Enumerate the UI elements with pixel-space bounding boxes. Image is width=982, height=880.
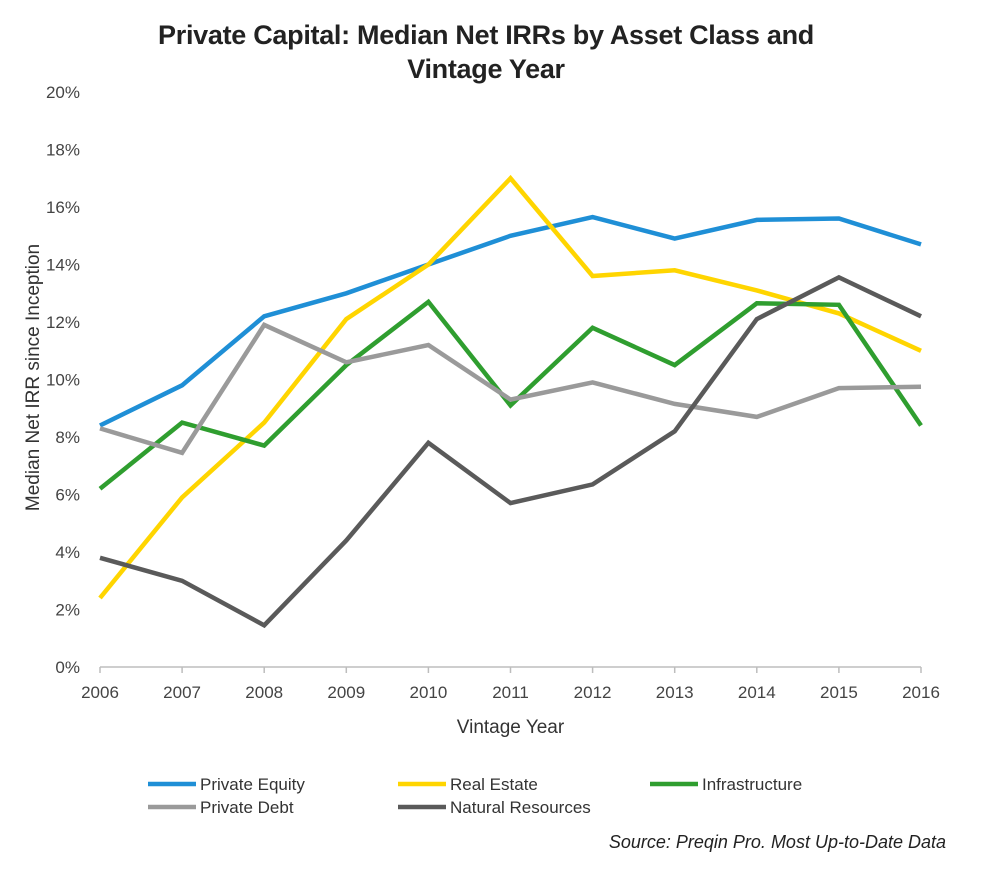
y-axis-ticks: 0% 2% 4% 6% 8% 10% 12% 14% 16% 18% 20% [46,83,80,677]
y-tick-label: 10% [46,371,80,390]
y-tick-label: 18% [46,141,80,160]
x-tick-label: 2010 [409,683,447,702]
legend-item: Private Equity [148,775,305,794]
y-tick-label: 12% [46,313,80,332]
x-tick-label: 2016 [902,683,940,702]
x-axis-label: Vintage Year [457,717,565,738]
x-tick-label: 2011 [492,683,529,702]
x-tick-label: 2015 [820,683,858,702]
chart-title: Private Capital: Median Net IRRs by Asse… [0,18,972,86]
x-axis-ticks: 2006 2007 2008 2009 2010 2011 2012 2013 2014 2015… [81,667,940,702]
series-line-private-debt [99,322,922,456]
x-tick-label: 2009 [327,683,365,702]
legend-item: Infrastructure [650,775,802,794]
legend-label: Real Estate [450,775,538,794]
x-tick-label: 2012 [574,683,612,702]
y-tick-label: 14% [46,256,80,275]
x-tick-label: 2007 [163,683,201,702]
series-line-private-equity [99,214,922,428]
y-tick-label: 20% [46,83,80,102]
y-tick-label: 0% [55,658,80,677]
legend-label: Private Debt [200,798,294,817]
legend-item: Natural Resources [398,798,591,817]
legend-item: Private Debt [148,798,294,817]
legend-item: Real Estate [398,775,538,794]
y-tick-label: 2% [55,601,80,620]
y-tick-label: 4% [55,543,80,562]
source-note: Source: Preqin Pro. Most Up-to-Date Data [608,832,946,852]
x-tick-label: 2008 [245,683,283,702]
chart-title-line-2: Vintage Year [407,54,565,84]
y-tick-label: 8% [55,428,80,447]
x-tick-label: 2006 [81,683,119,702]
x-tick-label: 2013 [656,683,694,702]
legend-label: Private Equity [200,775,305,794]
x-tick-label: 2014 [738,683,776,702]
series-line-natural-resources [99,274,922,629]
y-axis-label: Median Net IRR since Inception [23,244,44,511]
legend-label: Natural Resources [450,798,591,817]
y-tick-label: 6% [55,486,80,505]
legend-label: Infrastructure [702,775,802,794]
series-line-real-estate [98,174,922,600]
series-lines [98,174,923,629]
chart-title-line-1: Private Capital: Median Net IRRs by Asse… [158,20,814,50]
legend: Private Equity Real Estate Infrastructure P… [148,775,802,817]
y-tick-label: 16% [46,198,80,217]
